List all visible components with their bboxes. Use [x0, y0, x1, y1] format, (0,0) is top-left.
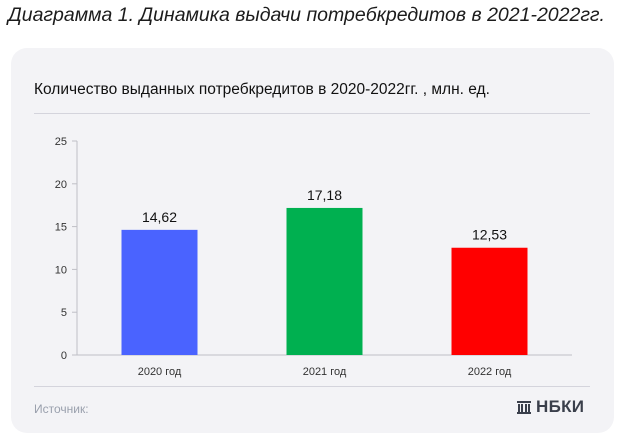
- nbki-logo-icon: [517, 401, 531, 414]
- source-label: Источник:: [34, 402, 89, 416]
- data-labels: 14,62 17,18 12,53: [142, 187, 507, 243]
- x-tick-label: 2022 год: [468, 366, 512, 378]
- data-label: 14,62: [142, 209, 177, 225]
- bar: [121, 229, 198, 355]
- y-tick-label: 15: [55, 222, 67, 234]
- nbki-logo: НБКИ: [516, 396, 584, 418]
- y-tick-label: 20: [55, 179, 67, 191]
- y-tick-label: 0: [61, 350, 67, 362]
- x-tick-label: 2020 год: [138, 366, 182, 378]
- bar: [286, 207, 363, 355]
- y-tick-label: 5: [61, 307, 67, 319]
- chart-title: Количество выданных потребкредитов в 202…: [34, 81, 490, 98]
- page-heading: Диаграмма 1. Динамика выдачи потребкреди…: [8, 4, 605, 26]
- y-tick-label: 25: [55, 136, 67, 148]
- bars: [121, 207, 528, 355]
- y-tick-label: 10: [55, 264, 67, 276]
- title-divider: [34, 113, 590, 114]
- footer-divider: [34, 386, 590, 387]
- logo-text: НБКИ: [536, 397, 585, 416]
- x-tick-label: 2021 год: [303, 366, 347, 378]
- bar: [451, 247, 528, 355]
- x-axis: 2020 год 2021 год 2022 год: [138, 366, 512, 378]
- data-label: 17,18: [307, 187, 342, 203]
- data-label: 12,53: [472, 227, 507, 243]
